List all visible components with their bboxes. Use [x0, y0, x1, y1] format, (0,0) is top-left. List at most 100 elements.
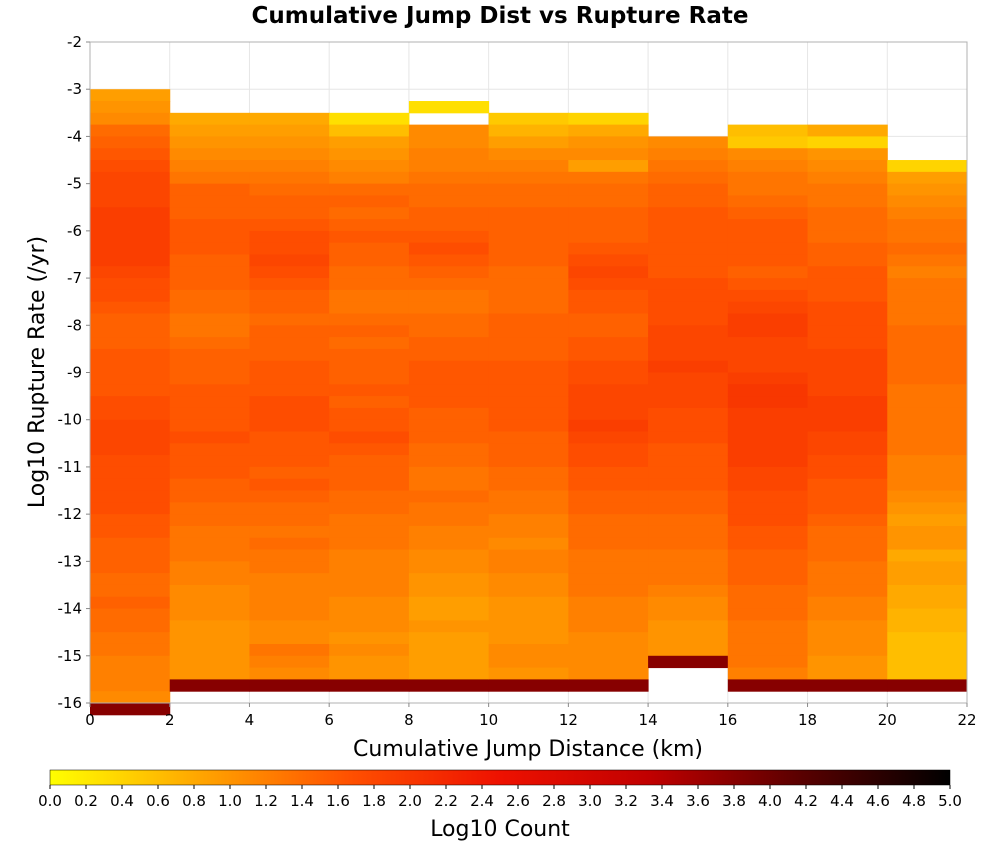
colorbar-tick-label: 2.4	[470, 792, 494, 810]
heatmap-cell	[887, 443, 968, 456]
heatmap-cell	[887, 514, 968, 527]
heatmap-cell	[807, 632, 888, 645]
heatmap-cell	[488, 230, 569, 244]
heatmap-cell	[807, 537, 888, 551]
heatmap-cell	[90, 537, 171, 551]
heatmap-cell	[648, 230, 729, 244]
heatmap-cell	[249, 632, 330, 645]
heatmap-cell	[169, 537, 250, 551]
heatmap-cell	[249, 278, 330, 291]
heatmap-cell	[169, 207, 250, 220]
heatmap-cell	[169, 431, 250, 444]
x-tick-label: 16	[718, 711, 737, 729]
y-tick-label: -10	[58, 411, 83, 429]
heatmap-cell	[648, 620, 729, 633]
heatmap-cell	[329, 419, 410, 433]
heatmap-cell	[408, 337, 490, 350]
heatmap-cell	[887, 455, 968, 468]
heatmap-cell	[329, 148, 410, 161]
heatmap-cell	[329, 490, 410, 503]
heatmap-cell	[249, 242, 330, 255]
heatmap-cell	[648, 160, 729, 173]
heatmap-cell	[90, 514, 171, 527]
heatmap-cell	[807, 171, 888, 185]
heatmap-cell	[727, 490, 809, 503]
heatmap-cell	[488, 608, 569, 621]
heatmap-cell	[568, 525, 649, 539]
heatmap-cell	[727, 301, 809, 314]
heatmap-cell	[249, 643, 330, 657]
heatmap-cell	[807, 313, 888, 326]
heatmap-cell	[90, 431, 171, 444]
heatmap-cell	[568, 289, 649, 303]
heatmap-cell	[568, 478, 649, 492]
heatmap-cell	[648, 171, 729, 185]
colorbar-ticks: 0.0 0.2 0.4 0.6 0.8 1.0 1.2 1.4 1.6 1.8 2.0 2.2 2.4 2…	[38, 785, 962, 810]
heatmap-cell	[408, 183, 490, 196]
colorbar-tick-label: 2.8	[542, 792, 566, 810]
heatmap-cell	[807, 148, 888, 161]
heatmap-cell	[90, 148, 171, 161]
heatmap-cell	[329, 171, 410, 185]
heatmap-cell	[488, 632, 569, 645]
heatmap-cell	[648, 455, 729, 468]
colorbar-tick-label: 0.6	[146, 792, 170, 810]
colorbar-tick-label: 4.2	[794, 792, 818, 810]
heatmap-cell	[807, 466, 888, 480]
heatmap-cell	[329, 502, 410, 515]
heatmap-cell	[648, 348, 729, 362]
heatmap-cell	[169, 573, 250, 586]
heatmap-cell	[169, 337, 250, 350]
colorbar-tick-label: 3.4	[650, 792, 674, 810]
heatmap-cell	[727, 620, 809, 633]
heatmap-cell	[90, 230, 171, 244]
heatmap-cell	[648, 195, 729, 208]
heatmap-cell	[329, 478, 410, 492]
heatmap-cell	[329, 160, 410, 173]
heatmap-cell	[807, 502, 888, 515]
heatmap-cell	[887, 608, 968, 621]
heatmap-cell	[408, 230, 490, 244]
heatmap-cell	[568, 443, 649, 456]
heatmap-cell	[727, 171, 809, 185]
heatmap-cell	[807, 573, 888, 586]
heatmap-cell	[568, 124, 649, 137]
heatmap-cell	[90, 608, 171, 621]
heatmap-cell	[90, 254, 171, 267]
heatmap-cell	[807, 455, 888, 468]
heatmap-cell	[648, 407, 729, 421]
heatmap-cell	[249, 266, 330, 279]
heatmap-cell	[807, 620, 888, 633]
colorbar-tick-label: 4.0	[758, 792, 782, 810]
heatmap-cell	[408, 573, 490, 586]
heatmap-cell	[807, 643, 888, 657]
heatmap-cell	[90, 620, 171, 633]
x-tick-label: 0	[85, 711, 95, 729]
heatmap-cell	[249, 502, 330, 515]
heatmap-cell	[568, 348, 649, 362]
heatmap-cell	[169, 266, 250, 279]
heatmap-cell	[169, 596, 250, 610]
x-tick-label: 8	[404, 711, 414, 729]
heatmap-cell	[169, 525, 250, 539]
heatmap-cell	[887, 195, 968, 208]
heatmap-cell	[408, 549, 490, 562]
heatmap-cell	[727, 561, 809, 574]
heatmap-cell	[488, 478, 569, 492]
colorbar-tick-label: 2.0	[398, 792, 422, 810]
heatmap-cell	[169, 242, 250, 255]
colorbar-tick-label: 1.6	[326, 792, 350, 810]
heatmap-cell	[249, 348, 330, 362]
heatmap-cell	[488, 667, 569, 680]
heatmap-cell	[727, 183, 809, 196]
colorbar-tick-label: 2.2	[434, 792, 458, 810]
x-tick-label: 22	[957, 711, 976, 729]
heatmap-cell	[568, 679, 649, 692]
heatmap-cell	[727, 608, 809, 621]
heatmap-cell	[488, 301, 569, 314]
heatmap-cell	[249, 584, 330, 598]
heatmap-cell	[807, 242, 888, 255]
heatmap-cell	[408, 396, 490, 409]
heatmap-cell	[887, 431, 968, 444]
heatmap-cell	[249, 372, 330, 385]
